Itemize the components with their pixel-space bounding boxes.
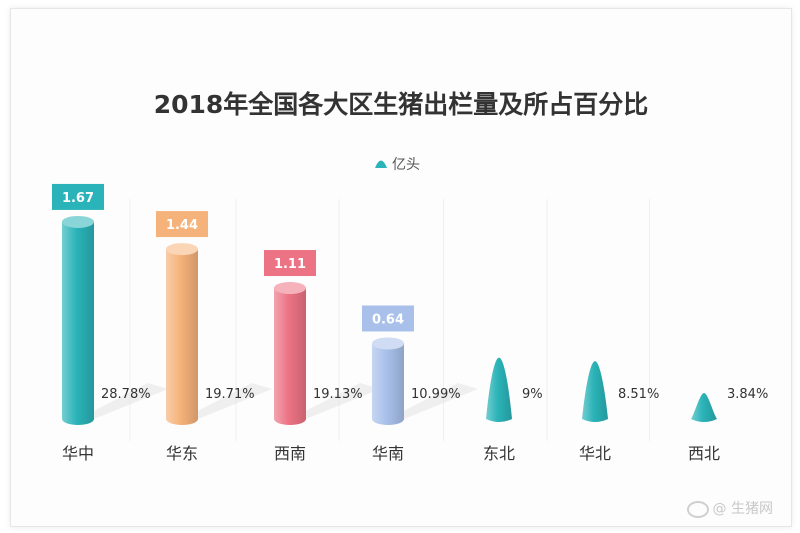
category-label-north: 华北 — [579, 444, 611, 463]
cone-northeast — [486, 357, 512, 422]
watermark-text: @ 生猪网 — [712, 501, 773, 517]
legend-marker-icon — [375, 160, 387, 168]
value-label-south: 0.64 — [372, 312, 404, 327]
bar-top-east — [166, 243, 198, 256]
chart-marks: 1.67 28.78% 华中 1.44 19.71% 华东 1.11 19.13% 西南 0.64… — [52, 183, 768, 463]
value-badge-central — [52, 183, 104, 210]
category-label-northeast: 东北 — [483, 444, 515, 463]
value-badge-southwest — [264, 250, 316, 277]
bar-southwest — [274, 288, 306, 425]
bar-east — [166, 249, 198, 425]
bar-shadow-central — [78, 383, 168, 419]
bar-top-central — [62, 215, 94, 228]
bar-shadow-east — [182, 383, 272, 419]
bar-shadow-south — [388, 383, 478, 419]
percent-label-east: 19.71% — [205, 387, 255, 402]
chart-legend: 亿头 — [375, 157, 420, 173]
bar-top-southwest — [274, 282, 306, 295]
cone-northwest — [691, 393, 717, 422]
value-label-central: 1.67 — [62, 191, 94, 206]
percent-label-central: 28.78% — [101, 387, 151, 402]
chart-svg: 2018年全国各大区生猪出栏量及所占百分比 亿头 1.67 28.78% 华中 1.4… — [52, 90, 768, 463]
category-label-south: 华南 — [372, 444, 404, 463]
value-badge-south — [362, 305, 414, 332]
percent-label-north: 8.51% — [618, 387, 659, 402]
bar-central — [62, 221, 94, 425]
bar-top-south — [372, 337, 404, 350]
weibo-icon — [686, 500, 709, 518]
percent-label-south: 10.99% — [411, 387, 461, 402]
value-badge-east — [156, 211, 208, 238]
category-label-central: 华中 — [62, 444, 94, 463]
chart-frame: 2018年全国各大区生猪出栏量及所占百分比 亿头 1.67 28.78% 华中 1.4… — [10, 8, 792, 527]
legend-label: 亿头 — [392, 157, 420, 173]
watermark: @ 生猪网 — [686, 498, 773, 518]
value-label-southwest: 1.11 — [274, 257, 306, 272]
bar-shadow-southwest — [290, 383, 380, 419]
value-label-east: 1.44 — [166, 218, 198, 233]
bar-south — [372, 343, 404, 425]
category-label-east: 华东 — [166, 444, 198, 463]
chart-title: 2018年全国各大区生猪出栏量及所占百分比 — [154, 90, 649, 119]
percent-label-northeast: 9% — [522, 387, 543, 402]
cone-north — [582, 361, 608, 422]
category-label-northwest: 西北 — [688, 444, 720, 463]
percent-label-southwest: 19.13% — [313, 387, 363, 402]
category-label-southwest: 西南 — [274, 444, 306, 463]
percent-label-northwest: 3.84% — [727, 387, 768, 402]
